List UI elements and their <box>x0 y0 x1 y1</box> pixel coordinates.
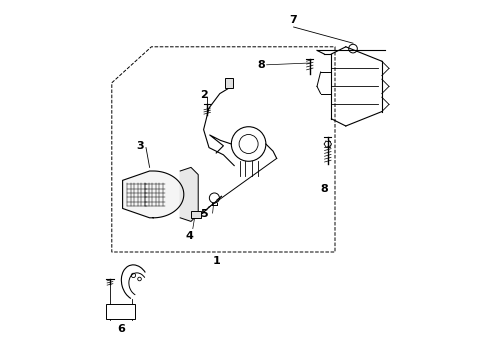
Text: 2: 2 <box>200 90 207 100</box>
Text: 1: 1 <box>212 256 220 266</box>
Text: 8: 8 <box>320 184 328 194</box>
Text: 5: 5 <box>200 209 207 219</box>
Polygon shape <box>180 167 198 221</box>
Bar <box>106 304 135 319</box>
Text: 4: 4 <box>185 231 193 241</box>
Text: 8: 8 <box>257 60 265 70</box>
Text: 7: 7 <box>290 15 297 25</box>
Bar <box>225 78 233 88</box>
Bar <box>191 211 201 218</box>
Polygon shape <box>122 171 184 218</box>
Text: 6: 6 <box>117 324 125 334</box>
Text: 3: 3 <box>137 141 145 151</box>
